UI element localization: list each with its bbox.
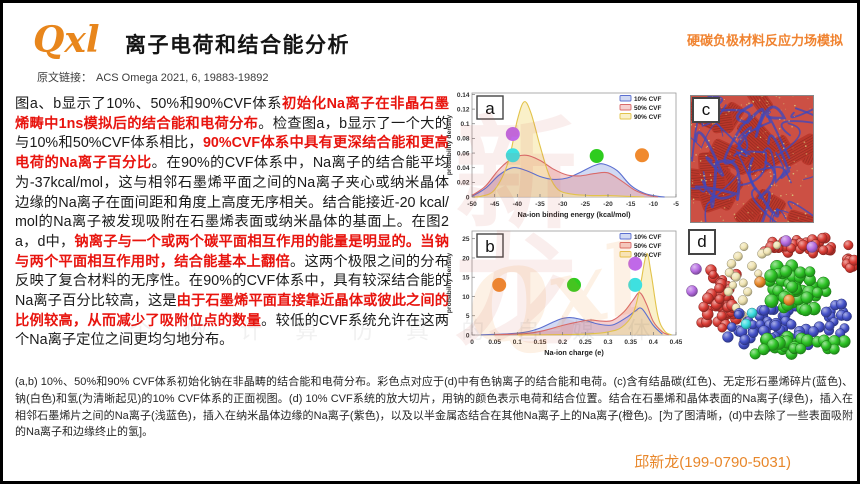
body-highlight: 钠离子与一个或两个碳平面相互作用的能量是明显的。当钠与两个平面相互作用时，结合能… <box>15 233 449 270</box>
svg-text:50% CVF: 50% CVF <box>634 105 661 112</box>
svg-text:0.06: 0.06 <box>457 150 470 157</box>
svg-text:0.3: 0.3 <box>603 339 612 346</box>
svg-text:0.12: 0.12 <box>457 106 470 113</box>
svg-text:a: a <box>485 99 495 118</box>
svg-text:-35: -35 <box>535 201 545 208</box>
source-label: 原文链接： <box>37 72 92 84</box>
svg-text:-20: -20 <box>603 201 613 208</box>
chart-binding-energy: -50 -45 -40 -35 -30 -25 -20 -15 -10 -500.020.040.… <box>446 92 679 219</box>
svg-text:0.1: 0.1 <box>513 339 522 346</box>
svg-text:-45: -45 <box>490 201 500 208</box>
slide-frame: Qxl 离子电荷和结合能分析 硬碳负极材料反应力场模拟 原文链接： ACS Ome… <box>3 3 857 481</box>
svg-text:-25: -25 <box>581 201 591 208</box>
figure-d-slice: d <box>686 227 857 367</box>
svg-text:probability density: probability density <box>446 115 453 176</box>
svg-text:5: 5 <box>466 313 470 320</box>
body-highlight: 由于石墨烯平面直接靠近晶体或彼此之间的比例较高，从而减少了吸附位点的数量 <box>15 293 449 329</box>
body-text-segment: 。较低的CVF系统允许在这两个Na离子定位之间更均匀地分布。 <box>15 312 450 349</box>
svg-text:0.04: 0.04 <box>457 165 470 172</box>
body-text-segment: 。在90%的CVF体系中，Na离子的结合能平均为-37kcal/mol，这与相邻… <box>15 155 450 250</box>
svg-text:Na-ion binding energy (kcal/mo: Na-ion binding energy (kcal/mol) <box>517 210 631 219</box>
svg-text:25: 25 <box>462 236 470 243</box>
svg-text:-15: -15 <box>626 201 636 208</box>
svg-text:Na-ion charge (e): Na-ion charge (e) <box>544 348 604 357</box>
body-text-segment: 。检查图a，b显示了一个大的与10%和50%CVF体系相比， <box>15 115 450 152</box>
header-tagline: 硬碳负极材料反应力场模拟 <box>686 33 843 48</box>
source-citation: ACS Omega 2021, 6, 19883-19892 <box>96 72 269 84</box>
svg-text:-40: -40 <box>513 201 523 208</box>
svg-text:0.2: 0.2 <box>558 339 567 346</box>
svg-text:50% CVF: 50% CVF <box>634 243 661 250</box>
svg-text:90% CVF: 90% CVF <box>634 114 661 121</box>
svg-text:0: 0 <box>470 339 474 346</box>
svg-text:0.4: 0.4 <box>649 339 658 346</box>
svg-text:0.05: 0.05 <box>488 339 501 346</box>
svg-text:-5: -5 <box>673 201 679 208</box>
source-line: 原文链接： ACS Omega 2021, 6, 19883-19892 <box>37 69 268 85</box>
svg-text:0.14: 0.14 <box>457 92 470 99</box>
svg-text:0.1: 0.1 <box>460 121 469 128</box>
svg-text:0: 0 <box>466 332 470 339</box>
svg-text:0.15: 0.15 <box>534 339 547 346</box>
brand-logo: Qxl <box>33 19 100 61</box>
svg-text:0.35: 0.35 <box>624 339 637 346</box>
svg-text:0.45: 0.45 <box>670 339 682 346</box>
svg-text:probability density: probability density <box>446 253 453 314</box>
svg-text:0.08: 0.08 <box>457 136 470 143</box>
svg-text:-30: -30 <box>558 201 568 208</box>
body-paragraph: 图a、b显示了10%、50%和90%CVF体系初始化Na离子在非晶石墨烯畴中1n… <box>15 95 449 351</box>
figure-caption: (a,b) 10%、50%和90% CVF体系初始化钠在非晶畴的结合能和电荷分布… <box>15 376 853 439</box>
svg-text:15: 15 <box>462 275 470 282</box>
body-highlight: 初始化Na离子在非晶石墨烯畴中1ns模拟后的结合能和电荷分布 <box>15 96 449 132</box>
body-highlight: 90%CVF体系中具有更深结合能和更高电荷的Na离子百分比 <box>15 135 449 172</box>
svg-text:10: 10 <box>462 294 470 301</box>
svg-text:20: 20 <box>462 255 470 262</box>
panel-label-c: c <box>692 97 720 123</box>
svg-text:0.02: 0.02 <box>457 180 470 187</box>
figure-d-image <box>686 232 857 360</box>
body-text-segment: 图a、b显示了10%、50%和90%CVF体系 <box>15 96 283 112</box>
svg-text:-50: -50 <box>467 201 477 208</box>
page-title: 离子电荷和结合能分析 <box>125 34 350 57</box>
svg-text:b: b <box>485 237 494 256</box>
svg-text:0.25: 0.25 <box>579 339 592 346</box>
svg-text:-10: -10 <box>649 201 659 208</box>
footer-contact: 邱新龙(199-0790-5031) <box>634 454 791 471</box>
svg-text:10% CVF: 10% CVF <box>634 96 661 103</box>
figure-c-front-view: c <box>670 78 857 243</box>
panel-label-d: d <box>688 229 716 255</box>
svg-text:0: 0 <box>466 194 470 201</box>
svg-text:90% CVF: 90% CVF <box>634 252 661 259</box>
chart-na-ion-charge: 0 0.05 0.1 0.15 0.2 0.25 0.3 0.35 0.4 0.45 0 5 10 15 2… <box>446 230 682 357</box>
svg-text:10% CVF: 10% CVF <box>634 234 661 241</box>
body-text-segment: 。这两个极限之间的分布反映了复合材料的无序性。在90%的CVF体系中，具有较深结… <box>15 253 450 310</box>
